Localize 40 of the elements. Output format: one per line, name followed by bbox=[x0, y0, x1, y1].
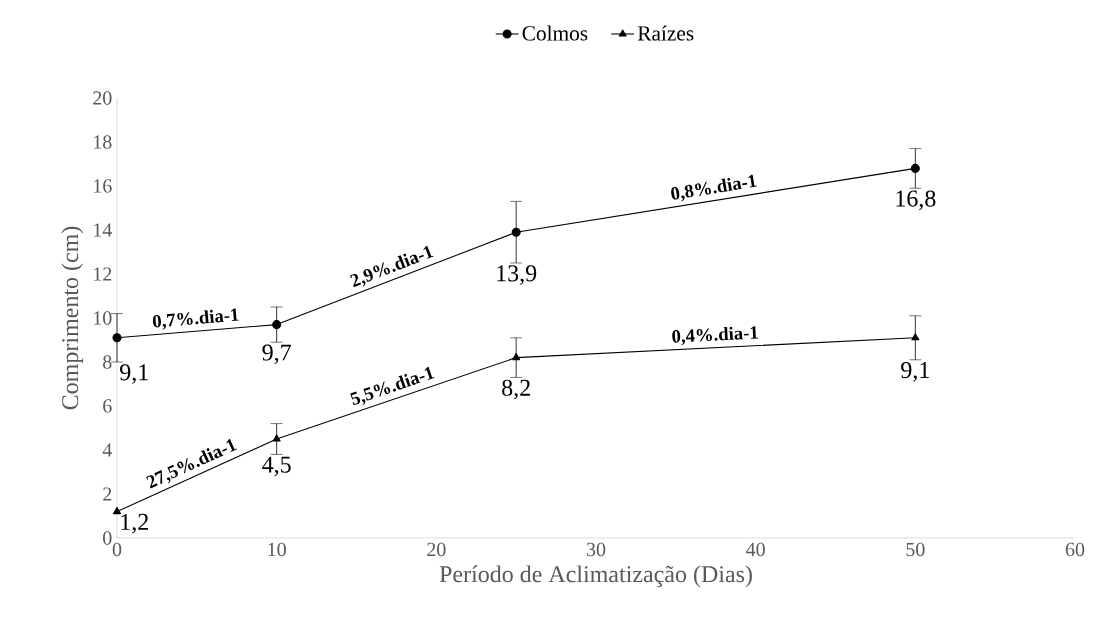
y-tick-label: 0 bbox=[103, 531, 112, 545]
data-label: 1,2 bbox=[121, 513, 148, 534]
y-tick-label: 2 bbox=[103, 487, 112, 501]
legend-label: Colmos bbox=[522, 25, 588, 41]
point bbox=[113, 507, 122, 515]
point bbox=[910, 163, 920, 173]
x-tick-label: 40 bbox=[746, 542, 765, 557]
point bbox=[272, 434, 281, 442]
x-axis-title: Período de Aclimatização (Dias) bbox=[439, 565, 752, 588]
annotation: 0,7%.dia-1 bbox=[152, 308, 239, 330]
point bbox=[911, 333, 920, 341]
y-tick-label: 16 bbox=[94, 179, 112, 193]
point bbox=[512, 353, 521, 361]
y-tick-label: 20 bbox=[93, 91, 112, 105]
y-tick-label: 14 bbox=[94, 223, 112, 237]
x-tick-label: 50 bbox=[906, 542, 925, 557]
y-tick-label: 10 bbox=[94, 311, 112, 325]
data-label: 4,5 bbox=[262, 456, 291, 477]
data-label: 9,7 bbox=[262, 344, 291, 365]
point bbox=[272, 320, 282, 330]
data-label: 9,1 bbox=[901, 362, 929, 382]
annotation: 0,8%.dia-1 bbox=[671, 174, 757, 202]
y-tick-label: 6 bbox=[103, 399, 112, 413]
y-axis-title: Comprimento (cm) bbox=[61, 226, 84, 410]
annotation: 0,4%.dia-1 bbox=[672, 326, 758, 346]
data-label: 8,2 bbox=[502, 379, 530, 400]
data-label: 16,8 bbox=[896, 190, 936, 211]
x-tick-label: 30 bbox=[586, 542, 606, 557]
data-label: 9,1 bbox=[120, 364, 148, 384]
x-tick-label: 10 bbox=[268, 542, 286, 557]
legend-label: Raízes bbox=[637, 25, 694, 41]
y-tick-label: 8 bbox=[103, 355, 112, 369]
y-tick-label: 18 bbox=[94, 135, 112, 149]
point bbox=[511, 227, 521, 237]
y-tick-label: 12 bbox=[94, 267, 112, 281]
y-tick-label: 4 bbox=[102, 443, 112, 457]
x-tick-label: 20 bbox=[427, 542, 446, 557]
point bbox=[112, 333, 122, 343]
data-label: 13,9 bbox=[497, 265, 537, 285]
x-tick-label: 60 bbox=[1065, 542, 1085, 557]
